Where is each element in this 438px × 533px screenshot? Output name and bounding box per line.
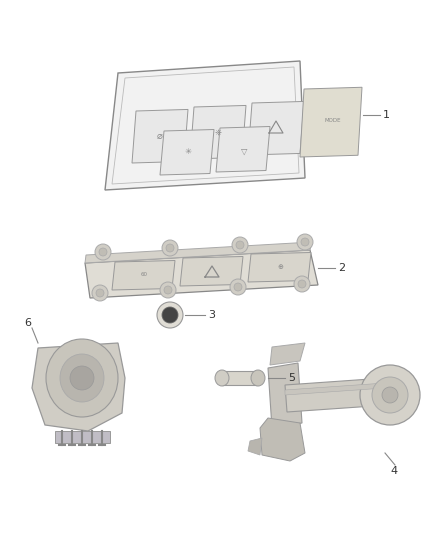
Circle shape	[166, 244, 174, 252]
Text: MODE: MODE	[325, 118, 341, 124]
Circle shape	[95, 244, 111, 260]
Polygon shape	[285, 378, 388, 412]
Polygon shape	[270, 343, 305, 365]
Polygon shape	[105, 61, 305, 190]
Polygon shape	[160, 130, 214, 175]
Text: 3: 3	[208, 310, 215, 320]
Circle shape	[298, 280, 306, 288]
Polygon shape	[180, 256, 243, 286]
Text: 5: 5	[288, 373, 295, 383]
Polygon shape	[268, 363, 302, 428]
Text: 60: 60	[141, 272, 148, 278]
Circle shape	[157, 302, 183, 328]
Text: ⌀: ⌀	[157, 131, 163, 141]
Circle shape	[294, 276, 310, 292]
Ellipse shape	[60, 354, 104, 402]
Circle shape	[232, 237, 248, 253]
Circle shape	[96, 289, 104, 297]
Polygon shape	[248, 101, 304, 155]
Text: ❈: ❈	[215, 127, 222, 136]
Polygon shape	[85, 242, 312, 263]
Circle shape	[360, 365, 420, 425]
Text: 2: 2	[338, 263, 345, 273]
Polygon shape	[132, 109, 188, 163]
Circle shape	[382, 387, 398, 403]
Text: ⊕: ⊕	[277, 264, 283, 270]
Text: 4: 4	[390, 466, 397, 476]
Circle shape	[162, 307, 178, 323]
Text: 6: 6	[25, 318, 32, 328]
Polygon shape	[32, 343, 125, 431]
Circle shape	[372, 377, 408, 413]
Polygon shape	[248, 438, 262, 455]
Polygon shape	[260, 418, 305, 461]
Polygon shape	[216, 126, 270, 172]
Circle shape	[162, 240, 178, 256]
Ellipse shape	[251, 370, 265, 386]
Circle shape	[234, 283, 242, 291]
Polygon shape	[222, 371, 258, 385]
Ellipse shape	[46, 339, 118, 417]
Circle shape	[70, 366, 94, 390]
Circle shape	[230, 279, 246, 295]
Ellipse shape	[215, 370, 229, 386]
Circle shape	[164, 286, 172, 294]
Polygon shape	[190, 106, 246, 159]
Polygon shape	[112, 67, 299, 184]
Circle shape	[160, 282, 176, 298]
Polygon shape	[285, 383, 385, 395]
Text: ✳: ✳	[184, 147, 191, 156]
Polygon shape	[112, 261, 175, 290]
Polygon shape	[85, 250, 318, 298]
Circle shape	[92, 285, 108, 301]
Circle shape	[297, 234, 313, 250]
Polygon shape	[248, 253, 311, 282]
Circle shape	[236, 241, 244, 249]
Circle shape	[99, 248, 107, 256]
Circle shape	[301, 238, 309, 246]
Polygon shape	[55, 431, 110, 443]
Polygon shape	[300, 87, 362, 157]
Text: ▽: ▽	[241, 147, 247, 156]
Text: 1: 1	[383, 110, 390, 120]
